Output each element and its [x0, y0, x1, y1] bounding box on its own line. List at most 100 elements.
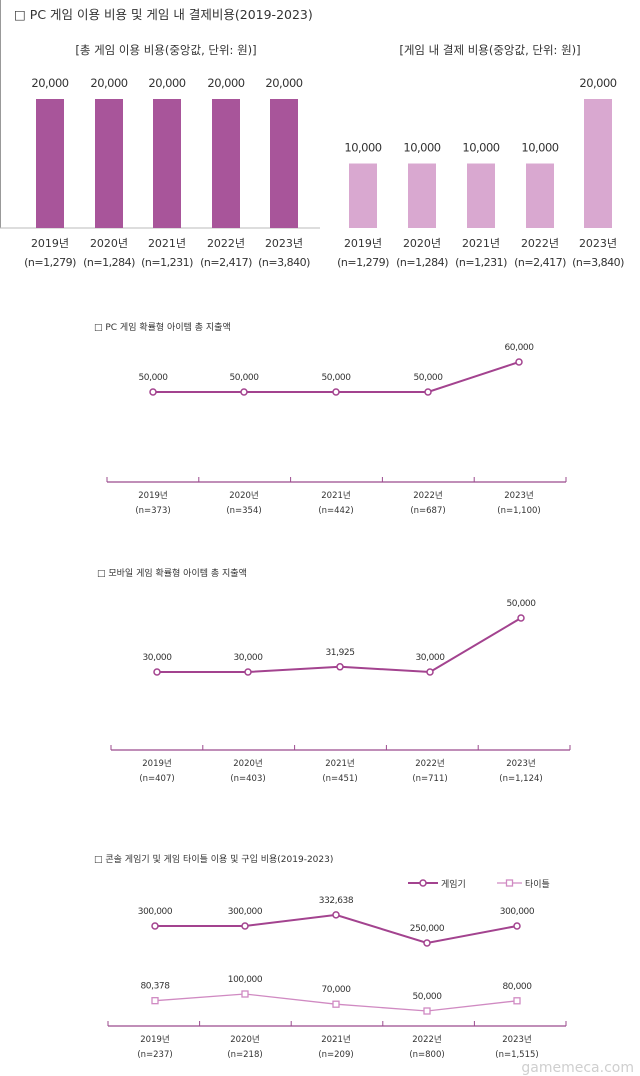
bar: [584, 99, 612, 228]
x-tick-label: 2019년: [344, 237, 382, 250]
x-tick-label: 2022년: [521, 237, 559, 250]
n-label: (n=407): [139, 774, 174, 784]
x-tick-label: 2019년: [140, 1034, 169, 1045]
bar-data-label: 20,000: [31, 76, 68, 90]
n-label: (n=1,231): [141, 256, 193, 269]
bar: [95, 99, 123, 228]
data-label: 80,378: [140, 982, 170, 992]
data-label: 30,000: [415, 653, 445, 663]
data-label: 50,000: [229, 373, 259, 383]
chart-title: □ PC 게임 확률형 아이템 총 지출액: [94, 321, 231, 333]
n-label: (n=373): [135, 506, 170, 516]
n-label: (n=687): [410, 506, 445, 516]
x-tick-label: 2020년: [233, 758, 262, 769]
n-label: (n=442): [318, 506, 353, 516]
x-tick-label: 2022년: [413, 490, 442, 501]
x-tick-label: 2023년: [504, 490, 533, 501]
x-tick-label: 2021년: [321, 490, 350, 501]
x-tick-label: 2023년: [506, 758, 535, 769]
data-label: 50,000: [506, 599, 536, 609]
data-point: [332, 911, 340, 919]
bar-data-label: 20,000: [579, 76, 616, 90]
watermark: gamemeca.com: [521, 1060, 634, 1076]
bar-data-label: 20,000: [207, 76, 244, 90]
data-point: [423, 939, 431, 947]
data-label: 300,000: [500, 907, 535, 917]
n-label: (n=354): [226, 506, 261, 516]
n-label: (n=1,284): [83, 256, 135, 269]
bar: [349, 163, 377, 228]
n-label: (n=711): [412, 774, 447, 784]
data-point: [153, 668, 161, 676]
x-tick-label: 2019년: [31, 237, 69, 250]
series-line: [155, 913, 518, 945]
bar: [212, 99, 240, 228]
data-label: 30,000: [142, 653, 172, 663]
bar: [36, 99, 64, 228]
n-label: (n=1,279): [337, 256, 389, 269]
bar-data-label: 10,000: [403, 141, 440, 155]
x-tick-label: 2023년: [579, 237, 617, 250]
x-tick-label: 2021년: [148, 237, 186, 250]
section-title: □ PC 게임 이용 비용 및 게임 내 결제비용(2019-2023): [14, 7, 313, 22]
data-point: [332, 388, 340, 396]
bar-data-label: 10,000: [344, 141, 381, 155]
data-label: 70,000: [321, 985, 351, 995]
chart-title: □ 모바일 게임 확률형 아이템 총 지출액: [97, 567, 247, 579]
data-label: 60,000: [504, 343, 534, 353]
data-point: [426, 668, 434, 676]
x-tick-label: 2020년: [229, 490, 258, 501]
data-point: [240, 388, 248, 396]
x-tick-label: 2022년: [415, 758, 444, 769]
x-tick-label: 2021년: [462, 237, 500, 250]
n-label: (n=3,840): [258, 256, 310, 269]
n-label: (n=403): [230, 774, 265, 784]
data-point: [515, 358, 523, 366]
legend-label: 게임기: [441, 878, 466, 890]
data-point: [517, 614, 525, 622]
data-point: [151, 997, 159, 1005]
n-label: (n=1,231): [455, 256, 507, 269]
n-label: (n=1,100): [497, 506, 540, 516]
data-label: 300,000: [228, 907, 263, 917]
n-label: (n=800): [409, 1050, 444, 1060]
data-point: [332, 1000, 340, 1008]
n-label: (n=1,284): [396, 256, 448, 269]
bar-data-label: 20,000: [90, 76, 127, 90]
bar-data-label: 20,000: [265, 76, 302, 90]
data-point: [513, 922, 521, 930]
data-label: 50,000: [321, 373, 351, 383]
data-point: [423, 1007, 431, 1015]
bar: [408, 163, 436, 228]
bar-chart-subtitle: [총 게임 이용 비용(중앙값, 단위: 원)]: [75, 43, 256, 57]
x-tick-label: 2021년: [325, 758, 354, 769]
legend-marker-consoles: [419, 879, 427, 887]
n-label: (n=451): [322, 774, 357, 784]
data-label: 80,000: [502, 982, 532, 992]
n-label: (n=209): [318, 1050, 353, 1060]
data-label: 250,000: [410, 924, 445, 934]
x-tick-label: 2022년: [207, 237, 245, 250]
n-label: (n=2,417): [514, 256, 566, 269]
n-label: (n=1,124): [499, 774, 542, 784]
bar-chart-subtitle: [게임 내 결제 비용(중앙값, 단위: 원)]: [399, 43, 580, 57]
x-tick-label: 2020년: [90, 237, 128, 250]
x-tick-label: 2019년: [138, 490, 167, 501]
n-label: (n=3,840): [572, 256, 624, 269]
chart-title: □ 콘솔 게임기 및 게임 타이틀 이용 및 구입 비용(2019-2023): [94, 853, 333, 865]
data-point: [241, 990, 249, 998]
data-point: [513, 997, 521, 1005]
n-label: (n=218): [227, 1050, 262, 1060]
bar: [270, 99, 298, 228]
data-point: [151, 922, 159, 930]
data-label: 50,000: [412, 992, 442, 1002]
n-label: (n=1,515): [495, 1050, 538, 1060]
x-tick-label: 2022년: [412, 1034, 441, 1045]
n-label: (n=2,417): [200, 256, 252, 269]
bar-data-label: 10,000: [521, 141, 558, 155]
data-point: [241, 922, 249, 930]
bar-data-label: 20,000: [148, 76, 185, 90]
legend-label: 타이틀: [525, 879, 550, 890]
